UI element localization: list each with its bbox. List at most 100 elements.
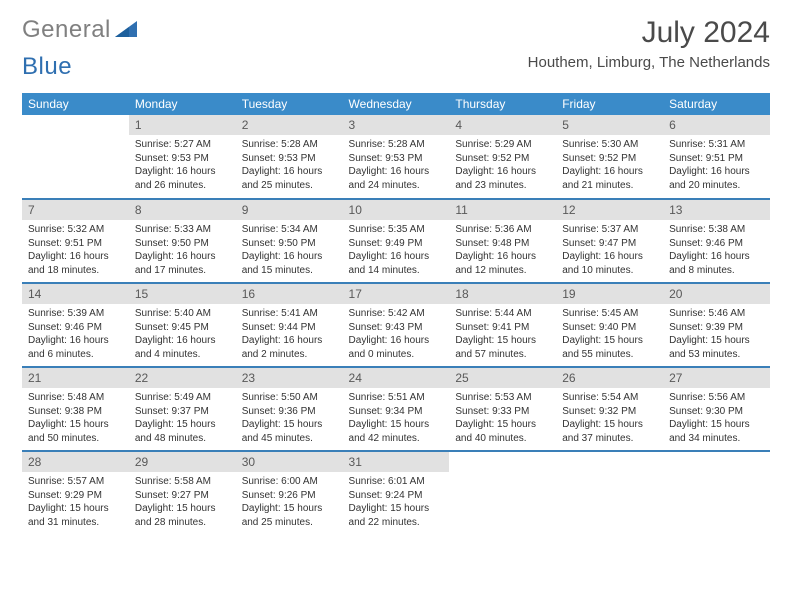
sunrise-text: Sunrise: 6:01 AM [349,475,444,489]
day-number: 5 [556,115,663,135]
sunrise-text: Sunrise: 5:30 AM [562,138,657,152]
sunset-text: Sunset: 9:46 PM [28,321,123,335]
day-number: 13 [663,200,770,220]
calendar-cell: 5Sunrise: 5:30 AMSunset: 9:52 PMDaylight… [556,115,663,199]
cell-body: Sunrise: 5:37 AMSunset: 9:47 PMDaylight:… [556,220,663,281]
daylight-text: Daylight: 15 hours and 25 minutes. [242,502,337,529]
day-number: 9 [236,200,343,220]
calendar-row: 21Sunrise: 5:48 AMSunset: 9:38 PMDayligh… [22,367,770,451]
sunrise-text: Sunrise: 5:45 AM [562,307,657,321]
day-number: 31 [343,452,450,472]
calendar-row: 14Sunrise: 5:39 AMSunset: 9:46 PMDayligh… [22,283,770,367]
sunset-text: Sunset: 9:26 PM [242,489,337,503]
sunset-text: Sunset: 9:39 PM [669,321,764,335]
cell-body: Sunrise: 5:48 AMSunset: 9:38 PMDaylight:… [22,388,129,449]
cell-body: Sunrise: 5:28 AMSunset: 9:53 PMDaylight:… [236,135,343,196]
day-number: 26 [556,368,663,388]
daylight-text: Daylight: 16 hours and 25 minutes. [242,165,337,192]
cell-body: Sunrise: 6:01 AMSunset: 9:24 PMDaylight:… [343,472,450,533]
sunset-text: Sunset: 9:38 PM [28,405,123,419]
sunrise-text: Sunrise: 5:57 AM [28,475,123,489]
sunrise-text: Sunrise: 5:28 AM [242,138,337,152]
calendar-cell: 2Sunrise: 5:28 AMSunset: 9:53 PMDaylight… [236,115,343,199]
daylight-text: Daylight: 16 hours and 2 minutes. [242,334,337,361]
sunrise-text: Sunrise: 5:54 AM [562,391,657,405]
calendar-cell: 20Sunrise: 5:46 AMSunset: 9:39 PMDayligh… [663,283,770,367]
daylight-text: Daylight: 15 hours and 31 minutes. [28,502,123,529]
sunrise-text: Sunrise: 5:58 AM [135,475,230,489]
cell-body: Sunrise: 5:49 AMSunset: 9:37 PMDaylight:… [129,388,236,449]
calendar-table: Sunday Monday Tuesday Wednesday Thursday… [22,93,770,535]
weekday-header: Tuesday [236,93,343,115]
day-number: 25 [449,368,556,388]
weekday-header: Thursday [449,93,556,115]
sunset-text: Sunset: 9:49 PM [349,237,444,251]
calendar-header-row: Sunday Monday Tuesday Wednesday Thursday… [22,93,770,115]
day-number: 7 [22,200,129,220]
daylight-text: Daylight: 15 hours and 48 minutes. [135,418,230,445]
calendar-cell [663,451,770,535]
calendar-cell [556,451,663,535]
calendar-cell: 19Sunrise: 5:45 AMSunset: 9:40 PMDayligh… [556,283,663,367]
sunset-text: Sunset: 9:50 PM [242,237,337,251]
day-number: 20 [663,284,770,304]
sunrise-text: Sunrise: 5:28 AM [349,138,444,152]
sunrise-text: Sunrise: 5:53 AM [455,391,550,405]
daylight-text: Daylight: 16 hours and 20 minutes. [669,165,764,192]
sunset-text: Sunset: 9:36 PM [242,405,337,419]
calendar-row: 1Sunrise: 5:27 AMSunset: 9:53 PMDaylight… [22,115,770,199]
calendar-cell: 23Sunrise: 5:50 AMSunset: 9:36 PMDayligh… [236,367,343,451]
daylight-text: Daylight: 16 hours and 17 minutes. [135,250,230,277]
daylight-text: Daylight: 15 hours and 34 minutes. [669,418,764,445]
sunrise-text: Sunrise: 5:42 AM [349,307,444,321]
sunrise-text: Sunrise: 5:46 AM [669,307,764,321]
sunset-text: Sunset: 9:32 PM [562,405,657,419]
daylight-text: Daylight: 15 hours and 40 minutes. [455,418,550,445]
page-title: July 2024 [528,16,770,50]
calendar-cell: 30Sunrise: 6:00 AMSunset: 9:26 PMDayligh… [236,451,343,535]
cell-body: Sunrise: 5:51 AMSunset: 9:34 PMDaylight:… [343,388,450,449]
daylight-text: Daylight: 16 hours and 21 minutes. [562,165,657,192]
sunset-text: Sunset: 9:27 PM [135,489,230,503]
cell-body: Sunrise: 5:44 AMSunset: 9:41 PMDaylight:… [449,304,556,365]
sunset-text: Sunset: 9:33 PM [455,405,550,419]
sunrise-text: Sunrise: 5:36 AM [455,223,550,237]
page-subtitle: Houthem, Limburg, The Netherlands [528,54,770,71]
cell-body: Sunrise: 5:40 AMSunset: 9:45 PMDaylight:… [129,304,236,365]
sunrise-text: Sunrise: 5:35 AM [349,223,444,237]
calendar-cell: 8Sunrise: 5:33 AMSunset: 9:50 PMDaylight… [129,199,236,283]
sunrise-text: Sunrise: 5:48 AM [28,391,123,405]
sunset-text: Sunset: 9:24 PM [349,489,444,503]
day-number: 11 [449,200,556,220]
cell-body: Sunrise: 5:41 AMSunset: 9:44 PMDaylight:… [236,304,343,365]
title-block: July 2024 Houthem, Limburg, The Netherla… [528,16,770,71]
daylight-text: Daylight: 16 hours and 12 minutes. [455,250,550,277]
calendar-cell: 12Sunrise: 5:37 AMSunset: 9:47 PMDayligh… [556,199,663,283]
day-number: 3 [343,115,450,135]
calendar-cell: 10Sunrise: 5:35 AMSunset: 9:49 PMDayligh… [343,199,450,283]
weekday-header: Sunday [22,93,129,115]
sunset-text: Sunset: 9:52 PM [562,152,657,166]
daylight-text: Daylight: 16 hours and 0 minutes. [349,334,444,361]
daylight-text: Daylight: 16 hours and 26 minutes. [135,165,230,192]
sunrise-text: Sunrise: 5:51 AM [349,391,444,405]
sunrise-text: Sunrise: 6:00 AM [242,475,337,489]
calendar-cell: 3Sunrise: 5:28 AMSunset: 9:53 PMDaylight… [343,115,450,199]
cell-body: Sunrise: 5:30 AMSunset: 9:52 PMDaylight:… [556,135,663,196]
sunrise-text: Sunrise: 5:29 AM [455,138,550,152]
day-number: 6 [663,115,770,135]
cell-body: Sunrise: 6:00 AMSunset: 9:26 PMDaylight:… [236,472,343,533]
logo: General [22,16,137,44]
calendar-cell: 1Sunrise: 5:27 AMSunset: 9:53 PMDaylight… [129,115,236,199]
calendar-cell: 26Sunrise: 5:54 AMSunset: 9:32 PMDayligh… [556,367,663,451]
calendar-cell: 27Sunrise: 5:56 AMSunset: 9:30 PMDayligh… [663,367,770,451]
day-number: 1 [129,115,236,135]
cell-body: Sunrise: 5:32 AMSunset: 9:51 PMDaylight:… [22,220,129,281]
sunset-text: Sunset: 9:51 PM [669,152,764,166]
sunset-text: Sunset: 9:48 PM [455,237,550,251]
sunrise-text: Sunrise: 5:49 AM [135,391,230,405]
page: General July 2024 Houthem, Limburg, The … [0,0,792,545]
calendar-cell: 31Sunrise: 6:01 AMSunset: 9:24 PMDayligh… [343,451,450,535]
sunrise-text: Sunrise: 5:31 AM [669,138,764,152]
weekday-header: Friday [556,93,663,115]
